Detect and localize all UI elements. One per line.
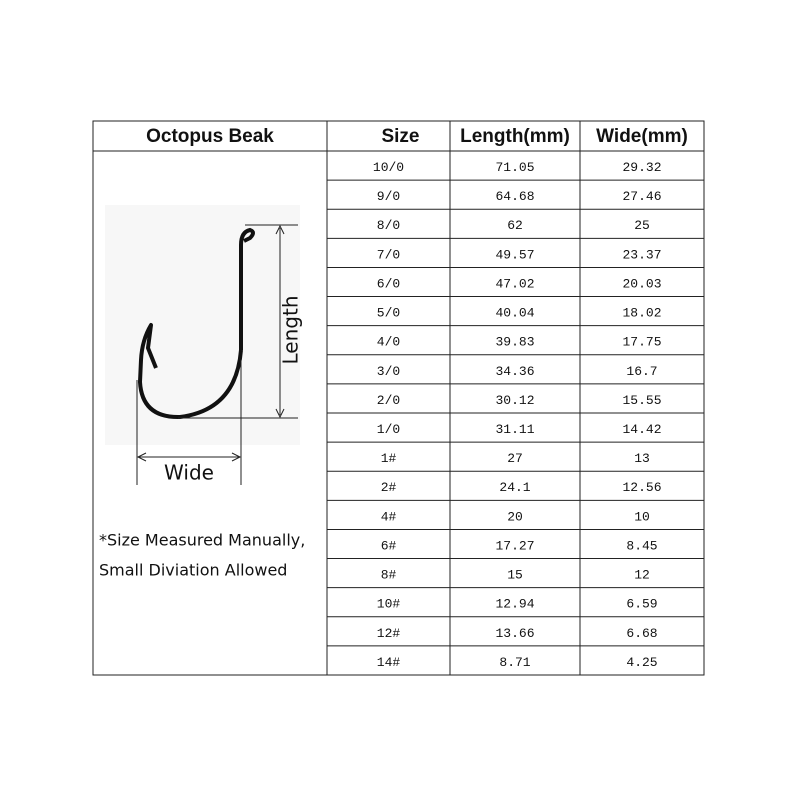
table-cell: 12 <box>634 568 650 583</box>
table-cell: 15.55 <box>622 393 661 408</box>
dim-arrow <box>275 224 285 419</box>
table-cell: 18.02 <box>622 306 661 321</box>
header-cell: Length(mm) <box>460 126 570 147</box>
table-cell: 7/0 <box>377 247 400 262</box>
table-cell: 8/0 <box>377 218 400 233</box>
note: *Size Measured Manually, <box>99 531 305 550</box>
table-cell: 12.94 <box>495 597 534 612</box>
table-cell: 6.59 <box>626 597 657 612</box>
table-cell: 13 <box>634 451 650 466</box>
table-cell: 8.71 <box>499 655 530 670</box>
table-cell: 40.04 <box>495 306 534 321</box>
table-cell: 31.11 <box>495 422 534 437</box>
table-cell: 1# <box>381 451 397 466</box>
table-cell: 20.03 <box>622 276 661 291</box>
table-cell: 29.32 <box>622 160 661 175</box>
table-cell: 2/0 <box>377 393 400 408</box>
table-cell: 49.57 <box>495 247 534 262</box>
table-cell: 4/0 <box>377 335 400 350</box>
table-cell: 2# <box>381 480 397 495</box>
table-cell: 10/0 <box>373 160 404 175</box>
table-cell: 8.45 <box>626 538 657 553</box>
table-cell: 64.68 <box>495 189 534 204</box>
table-cell: 34.36 <box>495 364 534 379</box>
table-cell: 4.25 <box>626 655 657 670</box>
table-cell: 16.7 <box>626 364 657 379</box>
table-cell: 23.37 <box>622 247 661 262</box>
table-cell: 6/0 <box>377 276 400 291</box>
table-cell: 14# <box>377 655 401 670</box>
hook-figure: Length Wide <box>105 205 303 485</box>
table-cell: 10# <box>377 597 401 612</box>
hook-bend <box>138 323 243 420</box>
table-cell: 12# <box>377 626 401 641</box>
header-cell: Wide(mm) <box>596 126 688 147</box>
table-cell: 14.42 <box>622 422 661 437</box>
table-cell: 13.66 <box>495 626 534 641</box>
table-cell: 25 <box>634 218 650 233</box>
dim-arrow <box>136 452 242 462</box>
table-cell: 6.68 <box>626 626 657 641</box>
table-cell: 47.02 <box>495 276 534 291</box>
wide-label: Wide <box>164 461 214 485</box>
table-cell: 10 <box>634 509 650 524</box>
table-cell: 1/0 <box>377 422 400 437</box>
table-border <box>92 120 705 676</box>
table-cell: 5/0 <box>377 306 400 321</box>
table-cell: 24.1 <box>499 480 530 495</box>
table-cell: 3/0 <box>377 364 400 379</box>
table-cell: 62 <box>507 218 523 233</box>
table-cell: 9/0 <box>377 189 400 204</box>
table-cell: 20 <box>507 509 523 524</box>
note: Small Diviation Allowed <box>99 561 287 580</box>
table-cell: 17.75 <box>622 335 661 350</box>
table-cell: 12.56 <box>622 480 661 495</box>
figure-background <box>105 205 300 445</box>
table-cell: 6# <box>381 538 397 553</box>
header-cell: Octopus Beak <box>146 126 274 147</box>
table-cell: 4# <box>381 509 397 524</box>
table-cell: 17.27 <box>495 538 534 553</box>
table-cell: 39.83 <box>495 335 534 350</box>
header-cell: Size <box>381 126 419 147</box>
table-cell: 8# <box>381 568 397 583</box>
table-cell: 71.05 <box>495 160 534 175</box>
table-cell: 27.46 <box>622 189 661 204</box>
table-cell: 15 <box>507 568 523 583</box>
hook-shank <box>239 227 255 350</box>
length-label: Length <box>279 296 303 365</box>
table-cell: 27 <box>507 451 523 466</box>
table-cell: 30.12 <box>495 393 534 408</box>
